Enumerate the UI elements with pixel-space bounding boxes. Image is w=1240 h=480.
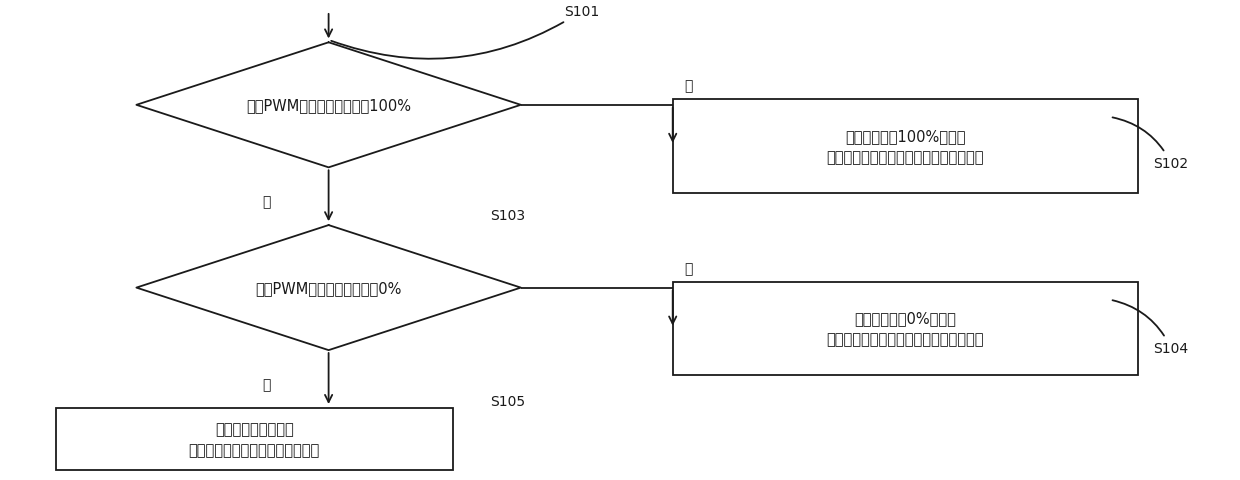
Text: 是: 是 [684,262,692,276]
Text: 执行占空比为0%的诊断
过程，依据反馈信号端状态输出诊断结果: 执行占空比为0%的诊断 过程，依据反馈信号端状态输出诊断结果 [826,311,985,347]
Text: 是: 是 [684,79,692,94]
Text: 判断PWM输出占空比是否为0%: 判断PWM输出占空比是否为0% [255,280,402,296]
Text: S104: S104 [1112,300,1188,355]
Text: S101: S101 [331,5,599,60]
Text: 执行占空比为100%的诊断
过程，依据反馈信号端状态输出诊断结果: 执行占空比为100%的诊断 过程，依据反馈信号端状态输出诊断结果 [826,129,985,164]
Text: S102: S102 [1112,118,1188,170]
Bar [672,282,1137,375]
Bar [672,100,1137,193]
Polygon shape [136,43,521,168]
Text: 判断PWM输出占空比是否为100%: 判断PWM输出占空比是否为100% [246,98,412,113]
Text: S103: S103 [490,209,525,223]
Bar [56,408,453,470]
Text: S105: S105 [490,394,525,408]
Polygon shape [136,226,521,350]
Text: 否: 否 [263,377,270,391]
Text: 否: 否 [263,194,270,209]
Text: 执行常规诊断过程，
依据反馈信号端状态输出诊断结果: 执行常规诊断过程， 依据反馈信号端状态输出诊断结果 [188,421,320,457]
